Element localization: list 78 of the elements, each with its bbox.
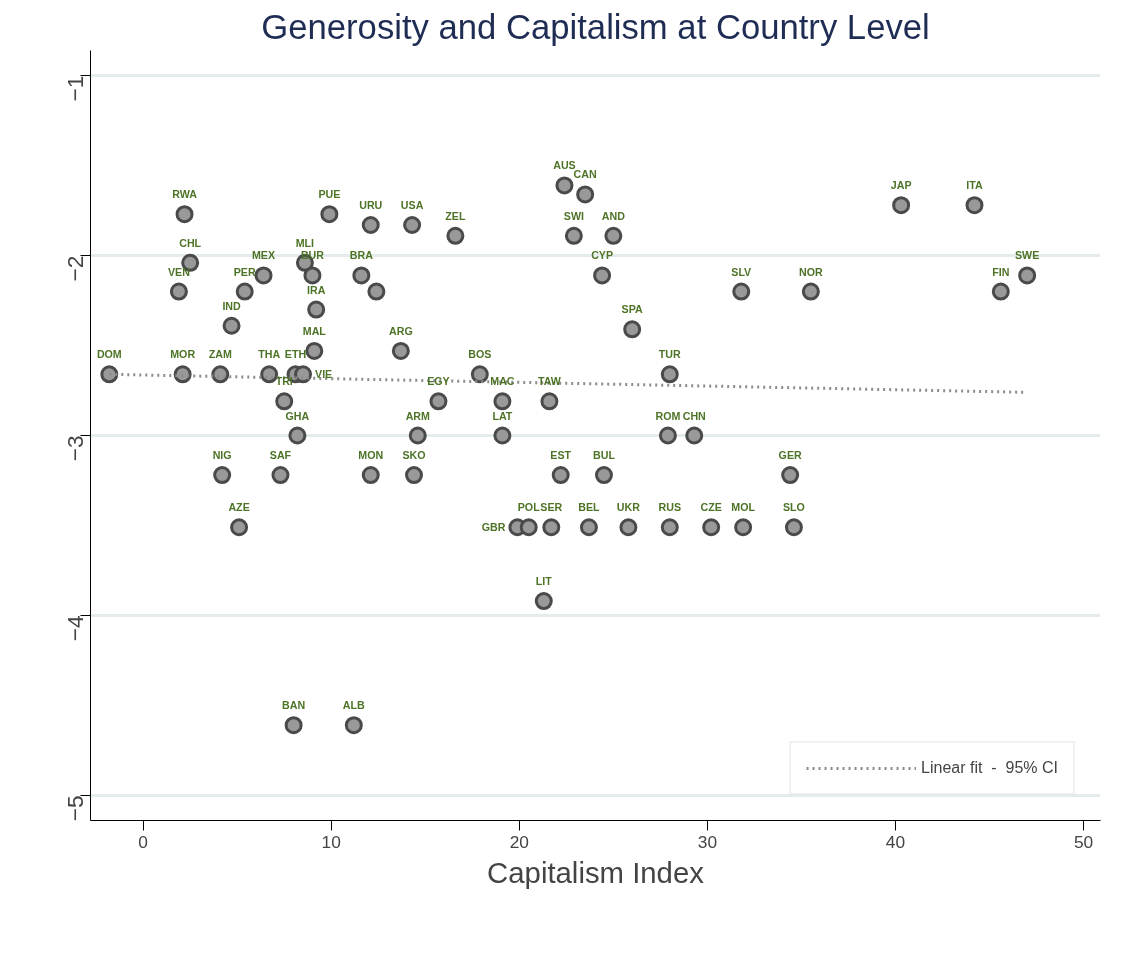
data-label: MAL <box>302 324 327 337</box>
data-label: CAN <box>573 168 597 181</box>
data-label: VEN <box>167 265 190 278</box>
data-label: RUS <box>658 501 682 514</box>
data-label: CHL <box>179 236 202 249</box>
data-label: ROM <box>655 409 681 422</box>
x-tick-label: 0 <box>138 831 148 852</box>
data-label: DOM <box>96 348 122 361</box>
data-label: EST <box>550 449 572 462</box>
data-label: ALB <box>342 699 366 712</box>
data-label: MLI <box>295 236 315 249</box>
data-label: BUL <box>593 449 616 462</box>
data-label: ITA <box>966 179 983 192</box>
data-label: SER <box>540 501 563 514</box>
chart-title: Generosity and Capitalism at Country Level <box>261 7 930 46</box>
data-label: SLV <box>731 265 753 278</box>
data-label: ZAM <box>208 348 232 361</box>
data-label: URU <box>359 199 383 212</box>
data-label: LAT <box>492 409 513 422</box>
data-label: NOR <box>799 265 823 278</box>
data-label: EGY <box>427 375 450 388</box>
data-label: USA <box>400 199 424 212</box>
text: Linear fit - 95% CI <box>921 759 1058 777</box>
data-label: POL <box>517 501 541 514</box>
data-label: CYP <box>591 249 614 262</box>
data-label: SAF <box>269 449 292 462</box>
y-tick-label: −1 <box>62 75 88 102</box>
y-tick-label: −2 <box>62 255 88 282</box>
data-label: MEX <box>251 249 276 262</box>
data-label: UKR <box>616 501 641 514</box>
data-label: TUR <box>658 348 682 361</box>
data-label: BEL <box>578 501 601 514</box>
data-label: SKO <box>402 449 426 462</box>
data-label: IRA <box>307 283 326 296</box>
x-tick-label: 40 <box>885 831 906 852</box>
data-label: CHN <box>682 409 706 422</box>
x-axis-title: Capitalism Index <box>487 855 705 889</box>
data-label: GHA <box>285 409 310 422</box>
data-label: AUS <box>553 159 576 172</box>
y-tick-label: −3 <box>62 435 88 462</box>
data-label: PUE <box>318 188 341 201</box>
data-label: SWI <box>563 209 584 222</box>
data-label: BOS <box>468 348 492 361</box>
data-label: VIE <box>315 368 333 381</box>
data-label: TRI <box>275 375 293 388</box>
data-label: SPA <box>621 303 644 316</box>
data-label: BAN <box>282 699 306 712</box>
data-label: ARG <box>389 324 413 337</box>
data-label: FIN <box>992 265 1010 278</box>
data-label: SWE <box>1015 249 1040 262</box>
y-tick-label: −4 <box>62 615 88 642</box>
data-label: PER <box>233 265 256 278</box>
data-label: AZE <box>228 501 250 514</box>
data-label: MOR <box>170 348 196 361</box>
data-label: ETH <box>284 348 307 361</box>
data-label: JAP <box>890 179 912 192</box>
data-label: THA <box>258 348 281 361</box>
data-label: RWA <box>172 188 198 201</box>
data-label: BRA <box>349 249 374 262</box>
data-label: ZEL <box>445 209 466 222</box>
y-tick-label: −5 <box>62 795 88 822</box>
x-tick-label: 20 <box>509 831 529 852</box>
data-label: SLO <box>782 501 805 514</box>
data-label: GER <box>778 449 803 462</box>
data-label: IND <box>222 299 242 312</box>
data-label: GBR <box>481 521 506 534</box>
x-tick-label: 10 <box>321 831 341 852</box>
data-label: MON <box>358 449 384 462</box>
data-label: TAW <box>537 375 562 388</box>
data-label: LIT <box>535 575 553 588</box>
x-tick-label: 50 <box>1073 831 1094 852</box>
data-label: MAC <box>490 375 515 388</box>
data-label: AND <box>601 209 626 222</box>
data-label: ARM <box>405 409 431 422</box>
x-tick-label: 30 <box>697 831 718 852</box>
data-label: NIG <box>212 449 232 462</box>
data-label: CZE <box>700 501 722 514</box>
data-label: MOL <box>731 501 756 514</box>
